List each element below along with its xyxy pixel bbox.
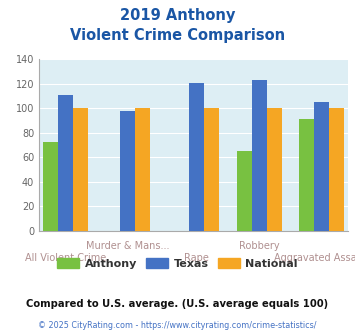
- Bar: [267, 109, 282, 231]
- Text: All Violent Crime: All Violent Crime: [25, 253, 106, 263]
- Bar: [236, 151, 252, 231]
- Bar: [189, 83, 204, 231]
- Bar: [299, 119, 314, 231]
- Text: Compared to U.S. average. (U.S. average equals 100): Compared to U.S. average. (U.S. average …: [26, 299, 329, 309]
- Bar: [120, 111, 135, 231]
- Text: Rape: Rape: [184, 253, 209, 263]
- Bar: [314, 102, 329, 231]
- Text: Robbery: Robbery: [239, 241, 279, 251]
- Legend: Anthony, Texas, National: Anthony, Texas, National: [53, 254, 302, 273]
- Text: Aggravated Assault: Aggravated Assault: [274, 253, 355, 263]
- Bar: [58, 95, 73, 231]
- Text: Murder & Mans...: Murder & Mans...: [86, 241, 169, 251]
- Bar: [329, 109, 344, 231]
- Bar: [135, 109, 151, 231]
- Bar: [204, 109, 219, 231]
- Bar: [43, 142, 58, 231]
- Text: Violent Crime Comparison: Violent Crime Comparison: [70, 28, 285, 43]
- Text: © 2025 CityRating.com - https://www.cityrating.com/crime-statistics/: © 2025 CityRating.com - https://www.city…: [38, 321, 317, 330]
- Bar: [73, 109, 88, 231]
- Bar: [252, 80, 267, 231]
- Text: 2019 Anthony: 2019 Anthony: [120, 8, 235, 23]
